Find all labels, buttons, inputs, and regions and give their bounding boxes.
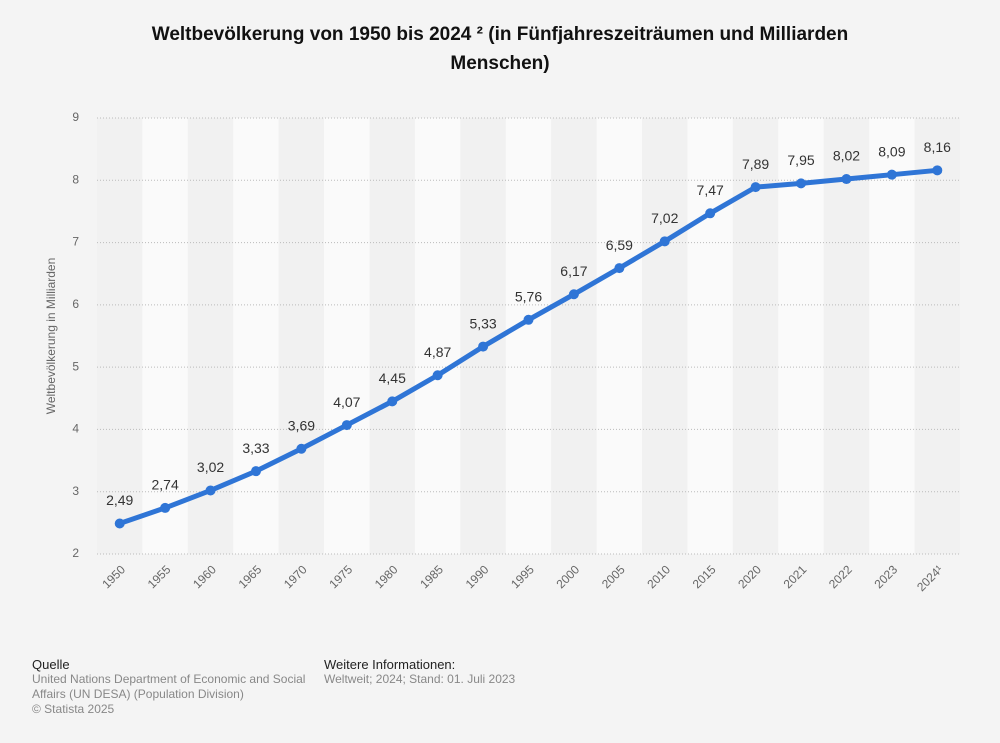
chart-title: Weltbevölkerung von 1950 bis 2024 ² (in … <box>151 24 849 74</box>
point <box>841 174 852 185</box>
y-tick-label: 3 <box>72 484 79 498</box>
y-tick-label: 4 <box>72 422 79 436</box>
band <box>505 118 552 554</box>
source: Quelle United Nations Department of Econ… <box>32 657 322 717</box>
value-label: 5,76 <box>515 289 542 305</box>
info-text: Weltweit; 2024; Stand: 01. Juli 2023 <box>324 672 516 686</box>
band <box>778 118 824 554</box>
x-tick-label: 1965 <box>236 562 265 591</box>
x-tick-label: 1985 <box>417 562 446 591</box>
y-tick-label: 7 <box>72 235 79 249</box>
value-label: 4,45 <box>379 370 406 386</box>
x-tick-label: 2023 <box>871 562 900 591</box>
point <box>387 396 398 407</box>
x-tick-label: 1980 <box>372 562 401 591</box>
y-tick-label: 2 <box>72 546 79 560</box>
value-label: 6,17 <box>560 263 587 279</box>
x-tick-label: 1995 <box>508 562 537 591</box>
y-axis-label: Weltbevölkerung in Milliarden <box>44 258 58 415</box>
band <box>551 118 597 554</box>
y-tick-label: 9 <box>72 110 79 124</box>
band <box>414 118 461 554</box>
value-label: 3,33 <box>242 440 269 456</box>
x-tick-label: 1975 <box>326 562 355 591</box>
point <box>341 420 352 431</box>
band <box>687 118 733 554</box>
point <box>432 370 443 381</box>
point <box>296 443 307 454</box>
y-tick-label: 6 <box>72 297 79 311</box>
value-label: 4,87 <box>424 344 451 360</box>
source-text: United Nations Department of Economic an… <box>32 672 306 701</box>
point <box>250 466 261 477</box>
value-label: 5,33 <box>469 315 496 331</box>
value-label: 3,02 <box>197 459 224 475</box>
point <box>478 341 489 352</box>
point <box>614 263 625 274</box>
point <box>114 518 125 529</box>
band <box>97 118 143 554</box>
x-tick-label: 2022 <box>826 562 855 591</box>
value-label: 8,09 <box>878 143 905 159</box>
point <box>705 208 716 219</box>
x-tick-label: 1955 <box>145 562 174 591</box>
value-label: 4,07 <box>333 394 360 410</box>
value-label: 7,47 <box>697 182 724 198</box>
x-tick-label: 1970 <box>281 562 310 591</box>
x-tick-label: 2024¹ <box>914 562 946 594</box>
x-tick-label: 2015 <box>690 562 719 591</box>
x-tick-label: 2020 <box>735 562 764 591</box>
value-label: 7,02 <box>651 210 678 226</box>
band <box>596 118 643 554</box>
y-tick-label: 8 <box>72 172 79 186</box>
info-heading: Weitere Informationen: <box>324 657 456 672</box>
value-label: 8,02 <box>833 148 860 164</box>
point <box>659 236 670 247</box>
value-label: 7,89 <box>742 156 769 172</box>
value-label: 8,16 <box>924 139 951 155</box>
value-label: 2,49 <box>106 492 133 508</box>
source-heading: Quelle <box>32 657 70 672</box>
x-tick-label: 1950 <box>99 562 128 591</box>
point <box>796 178 807 189</box>
band <box>324 118 370 554</box>
point <box>523 314 534 325</box>
y-tick-label: 5 <box>72 359 79 373</box>
value-label: 6,59 <box>606 237 633 253</box>
band <box>914 118 960 554</box>
value-label: 7,95 <box>787 152 814 168</box>
value-label: 2,74 <box>152 477 179 493</box>
chart: Weltbevölkerung in Milliarden 2 3 4 5 6 7 8 9 19… <box>44 110 960 594</box>
band <box>369 118 415 554</box>
value-label: 3,69 <box>288 417 315 433</box>
band <box>233 118 279 554</box>
band <box>278 118 325 554</box>
point <box>205 485 216 496</box>
point <box>932 165 943 176</box>
x-tick-label: 2010 <box>644 562 673 591</box>
x-tick-label: 2000 <box>554 562 583 591</box>
band <box>642 118 688 554</box>
x-tick-label: 1990 <box>463 562 492 591</box>
point <box>886 169 897 180</box>
copyright: © Statista 2025 <box>32 702 115 716</box>
x-tick-label: 2005 <box>599 562 628 591</box>
point <box>160 502 171 513</box>
point <box>568 289 579 300</box>
x-tick-label: 2021 <box>781 562 810 591</box>
band <box>142 118 188 554</box>
band <box>823 118 870 554</box>
x-tick-label: 1960 <box>190 562 219 591</box>
point <box>750 182 761 193</box>
info: Weitere Informationen: Weltweit; 2024; S… <box>324 657 624 687</box>
band <box>869 118 915 554</box>
